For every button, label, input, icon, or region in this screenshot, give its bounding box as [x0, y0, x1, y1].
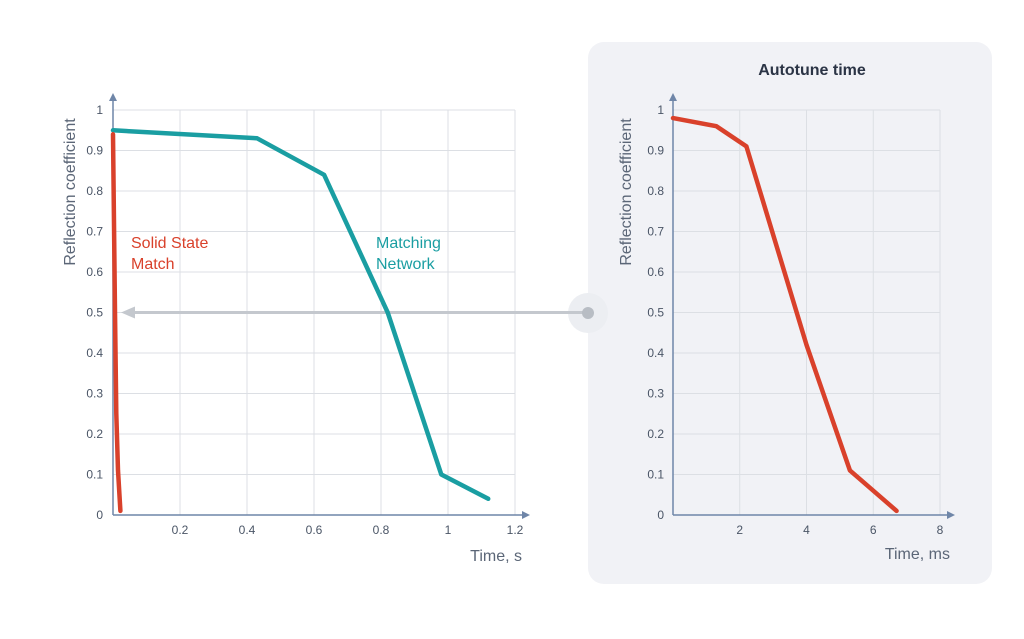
series-label-matching-network-line-1: Matching [376, 235, 441, 252]
left-y-tick-labels: 0 0.1 0.2 0.3 0.4 0.5 0.6 0.7 0.8 0.9 1 [86, 103, 103, 522]
y-tick-label: 0.2 [647, 427, 664, 441]
right-grid [673, 109, 941, 515]
left-x-axis-label: Time, s [470, 548, 522, 565]
x-axis-arrowhead [522, 511, 530, 519]
series-label-solid-state-line-1: Solid State [131, 235, 208, 252]
right-chart-title: Autotune time [758, 62, 866, 79]
y-tick-label: 0.6 [86, 265, 103, 279]
threshold-arrowhead [121, 306, 135, 319]
y-axis-arrowhead [669, 93, 677, 101]
y-tick-label: 0.4 [86, 346, 103, 360]
series-label-solid-state: Solid State Match [131, 235, 213, 273]
x-tick-label: 8 [937, 523, 944, 537]
left-y-axis-label: Reflection coefficient [62, 118, 79, 266]
y-tick-label: 0.2 [86, 427, 103, 441]
left-series [110, 128, 491, 514]
x-axis-arrowhead [947, 511, 955, 519]
y-tick-label: 0.1 [86, 468, 103, 482]
y-tick-label: 0.8 [647, 184, 664, 198]
x-tick-label: 4 [803, 523, 810, 537]
series-line-solid-state-match [110, 132, 123, 514]
left-x-tick-labels: 0.2 0.4 0.6 0.8 1 1.2 [172, 523, 524, 537]
y-tick-label: 0.5 [86, 306, 103, 320]
y-tick-label: 1 [657, 103, 664, 117]
y-tick-label: 1 [96, 103, 103, 117]
connector-dot [582, 307, 594, 319]
y-tick-label: 0.1 [647, 468, 664, 482]
y-axis-arrowhead [109, 93, 117, 101]
x-tick-label: 0.8 [373, 523, 390, 537]
y-tick-label: 0.6 [647, 265, 664, 279]
left-axes [109, 93, 530, 519]
right-chart: Autotune time 00.10.20.30.40.50.60.70.80… [618, 62, 955, 563]
series-label-solid-state-line-2: Match [131, 256, 175, 273]
left-chart: 00.10.20.30.40.50.60.70.80.91 0.2 0.4 0.6 0… [62, 93, 588, 565]
y-tick-label: 0.5 [647, 306, 664, 320]
x-tick-label: 1.2 [507, 523, 524, 537]
y-tick-label: 0 [657, 508, 664, 522]
y-tick-label: 0.4 [647, 346, 664, 360]
y-tick-label: 0 [96, 508, 103, 522]
y-tick-label: 0.3 [647, 387, 664, 401]
y-tick-label: 0.9 [647, 144, 664, 158]
reflection-threshold-arrow [121, 306, 588, 319]
y-tick-label: 0.8 [86, 184, 103, 198]
series-line-matching-network [110, 128, 491, 502]
right-y-tick-labels: 0 0.1 0.2 0.3 0.4 0.5 0.6 0.7 0.8 0.9 1 [647, 103, 664, 522]
right-y-axis-label: Reflection coefficient [618, 118, 635, 266]
right-x-axis-label: Time, ms [885, 546, 950, 563]
x-tick-label: 0.6 [306, 523, 323, 537]
right-axes [669, 93, 955, 519]
series-label-matching-network: Matching Network [376, 235, 445, 273]
x-tick-label: 6 [870, 523, 877, 537]
y-tick-label: 0.7 [86, 225, 103, 239]
series-label-matching-network-line-2: Network [376, 256, 436, 273]
y-tick-label: 0.9 [86, 144, 103, 158]
series-line-0 [670, 115, 899, 514]
right-x-tick-labels: 2 4 6 8 [736, 523, 943, 537]
x-tick-label: 0.2 [172, 523, 189, 537]
y-tick-label: 0.3 [86, 387, 103, 401]
x-tick-label: 1 [445, 523, 452, 537]
x-tick-label: 2 [736, 523, 743, 537]
right-series [670, 115, 899, 514]
x-tick-label: 0.4 [239, 523, 256, 537]
y-tick-label: 0.7 [647, 225, 664, 239]
